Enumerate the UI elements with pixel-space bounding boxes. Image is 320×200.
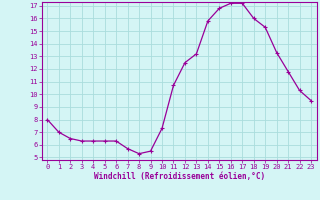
X-axis label: Windchill (Refroidissement éolien,°C): Windchill (Refroidissement éolien,°C) bbox=[94, 172, 265, 181]
